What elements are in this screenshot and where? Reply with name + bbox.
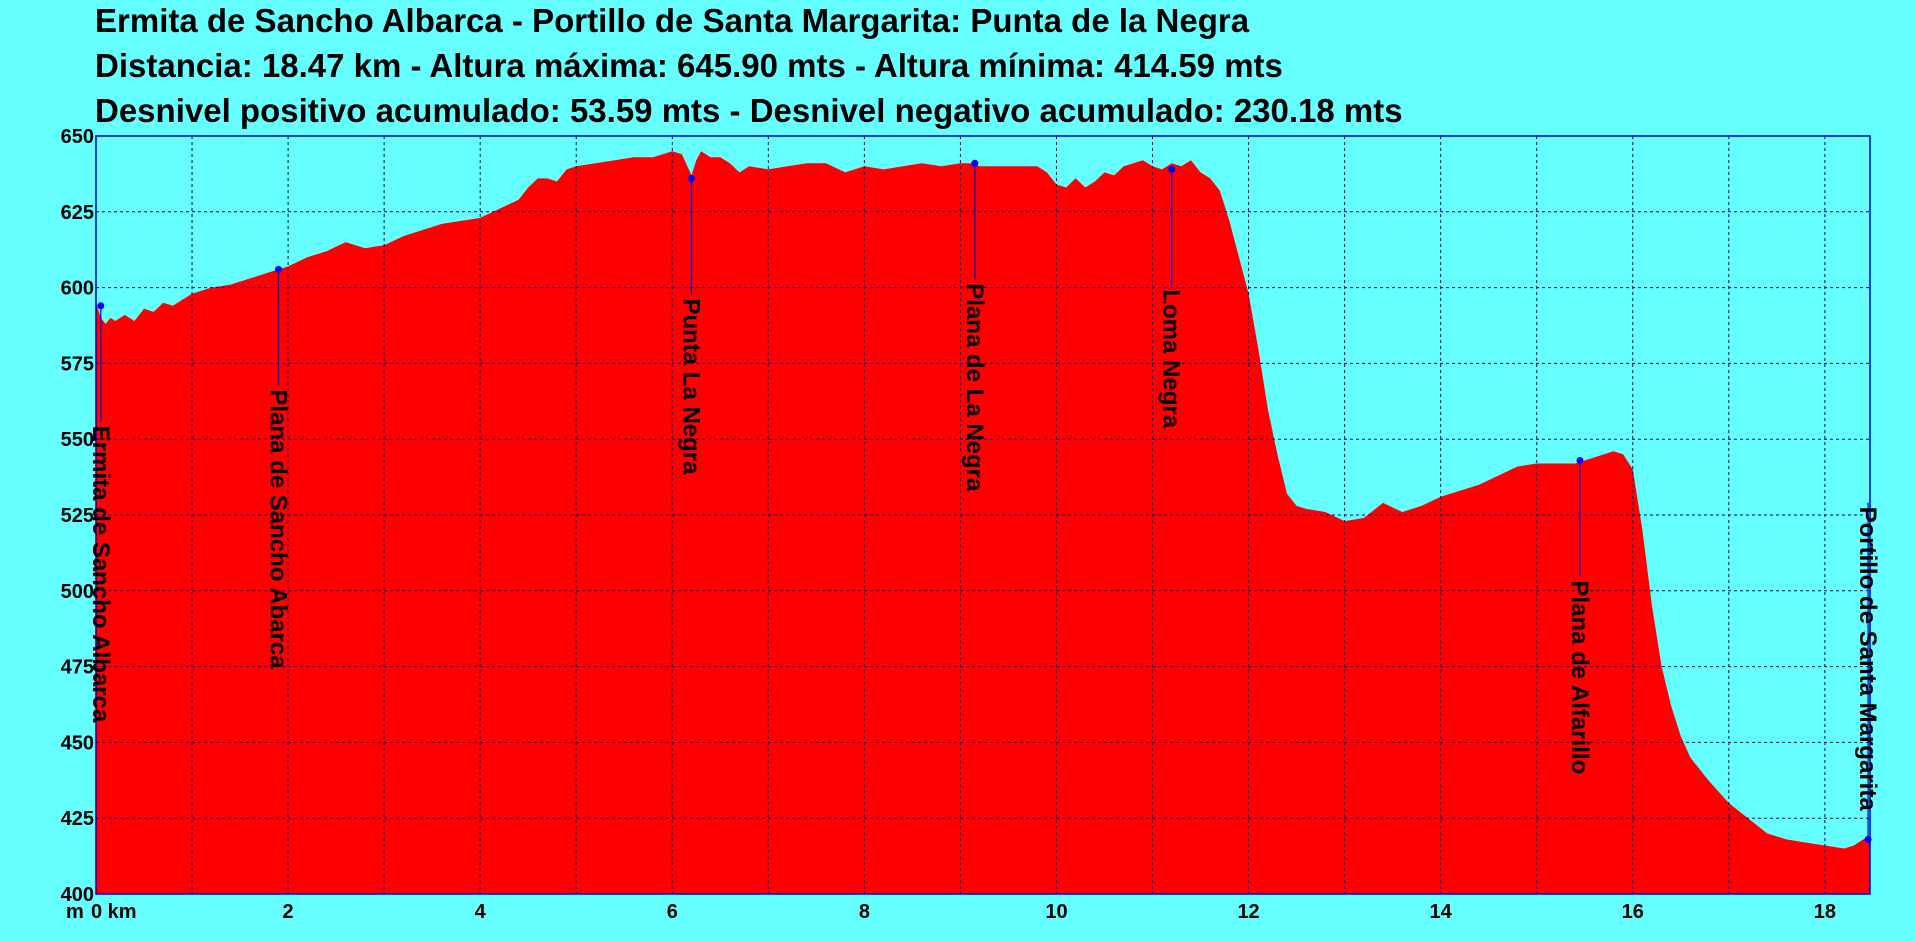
x-tick-label: 16 xyxy=(1622,901,1644,923)
waypoint-marker xyxy=(971,159,979,167)
y-tick-label: 525 xyxy=(61,505,94,527)
waypoint-label: Ermita de Sancho Albarca xyxy=(87,426,114,723)
y-tick-label: 550 xyxy=(61,429,94,451)
y-tick-label: 600 xyxy=(61,278,94,300)
waypoint-marker xyxy=(1168,165,1176,173)
x-tick-label: 2 xyxy=(283,901,294,923)
waypoint-label: Plana de Alfarillo xyxy=(1566,580,1593,774)
y-tick-label: 500 xyxy=(61,581,94,603)
y-unit-label: m xyxy=(66,901,84,923)
waypoint-marker xyxy=(1576,456,1584,464)
waypoint-label: Portillo de Santa Margarita xyxy=(1854,507,1881,812)
x-tick-label: 18 xyxy=(1814,901,1836,923)
chart-title-line-2: Distancia: 18.47 km - Altura máxima: 645… xyxy=(95,47,1283,84)
y-tick-label: 450 xyxy=(61,732,94,754)
y-tick-label: 425 xyxy=(61,808,94,830)
y-tick-label: 400 xyxy=(61,884,94,906)
waypoint-label: Plana de Sancho Abarca xyxy=(264,389,291,669)
y-tick-label: 650 xyxy=(61,126,94,148)
x-tick-label: 6 xyxy=(667,901,678,923)
y-tick-label: 625 xyxy=(61,202,94,224)
chart-title-line-3: Desnivel positivo acumulado: 53.59 mts -… xyxy=(95,92,1403,129)
chart-title-line-1: Ermita de Sancho Albarca - Portillo de S… xyxy=(95,2,1250,39)
waypoint-marker xyxy=(274,265,282,273)
waypoint-label: Plana de La Negra xyxy=(961,283,988,492)
elevation-area xyxy=(96,151,1870,894)
x-tick-label: 4 xyxy=(475,901,487,923)
plot-frame xyxy=(95,135,1871,895)
waypoint-layer: Ermita de Sancho Albarca Plana de Sancho … xyxy=(87,159,1881,843)
waypoint-label: Loma Negra xyxy=(1158,289,1185,428)
x-origin-label: 0 km xyxy=(91,901,137,923)
x-tick-label: 14 xyxy=(1430,901,1453,923)
waypoint-marker xyxy=(687,174,695,182)
y-tick-label: 575 xyxy=(61,353,94,375)
x-tick-label: 8 xyxy=(859,901,870,923)
waypoint-label: Punta La Negra xyxy=(677,298,704,475)
x-tick-label: 12 xyxy=(1237,901,1259,923)
axis-layer: m 0 km 650 625 600 575 550 525 500 475 450 425 400… xyxy=(61,126,1836,923)
elevation-area-layer xyxy=(96,151,1870,894)
grid-layer xyxy=(95,135,1871,895)
waypoint-marker xyxy=(97,302,105,310)
y-tick-label: 475 xyxy=(61,657,94,679)
x-tick-label: 10 xyxy=(1045,901,1067,923)
waypoint-marker xyxy=(1864,835,1872,843)
